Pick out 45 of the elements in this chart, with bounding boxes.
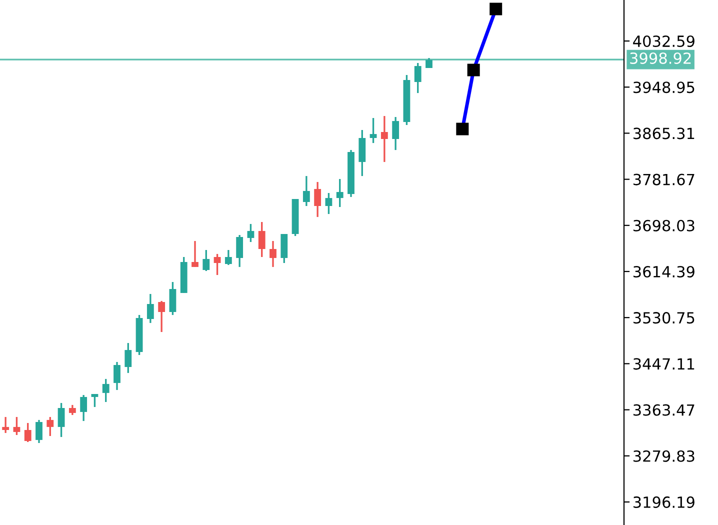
candlestick [46, 416, 54, 437]
candlestick [80, 394, 88, 422]
y-tick-label: 3363.47 [634, 404, 694, 416]
y-tick-label: 3614.39 [634, 266, 694, 278]
candlestick [258, 221, 266, 258]
candlestick [380, 115, 388, 163]
y-tick-label: 3781.67 [634, 174, 694, 186]
candlestick [302, 175, 310, 207]
candlestick [224, 249, 232, 266]
y-tick-label: 3196.19 [634, 496, 694, 508]
candlestick [414, 62, 422, 94]
candlestick [358, 129, 366, 177]
candlestick [202, 249, 210, 272]
candlestick [336, 178, 344, 208]
candlestick [280, 233, 288, 264]
candlestick [124, 342, 132, 374]
y-tick-label: 3948.95 [634, 82, 694, 94]
candlestick [169, 281, 176, 316]
candlestick [146, 293, 154, 324]
candlestick [24, 422, 32, 443]
y-tick-label: 3698.03 [634, 220, 694, 232]
ref-line-label: 3998.92 [630, 52, 691, 64]
candlestick [325, 192, 332, 215]
candlestick [102, 378, 110, 403]
candlestick [247, 223, 254, 243]
candlestick [392, 116, 400, 151]
y-tick-label: 3865.31 [634, 128, 694, 140]
candlestick [58, 402, 65, 438]
candlestick [158, 300, 166, 333]
candlestick [236, 234, 244, 268]
candlestick [192, 240, 198, 268]
y-tick-label: 3530.75 [634, 312, 694, 324]
candlestick [2, 416, 10, 434]
candlestick [270, 240, 276, 268]
candlestick [36, 419, 42, 444]
y-tick-label: 3279.83 [634, 450, 694, 462]
candlestick [114, 361, 120, 391]
candlestick [68, 404, 76, 416]
candlestick [314, 181, 322, 218]
candlestick [13, 416, 20, 436]
candlestick [370, 117, 377, 144]
candlestick [91, 393, 98, 408]
candlestick [214, 253, 221, 276]
y-tick-label: 4032.59 [633, 35, 694, 48]
y-tick-label: 3447.11 [634, 358, 694, 370]
